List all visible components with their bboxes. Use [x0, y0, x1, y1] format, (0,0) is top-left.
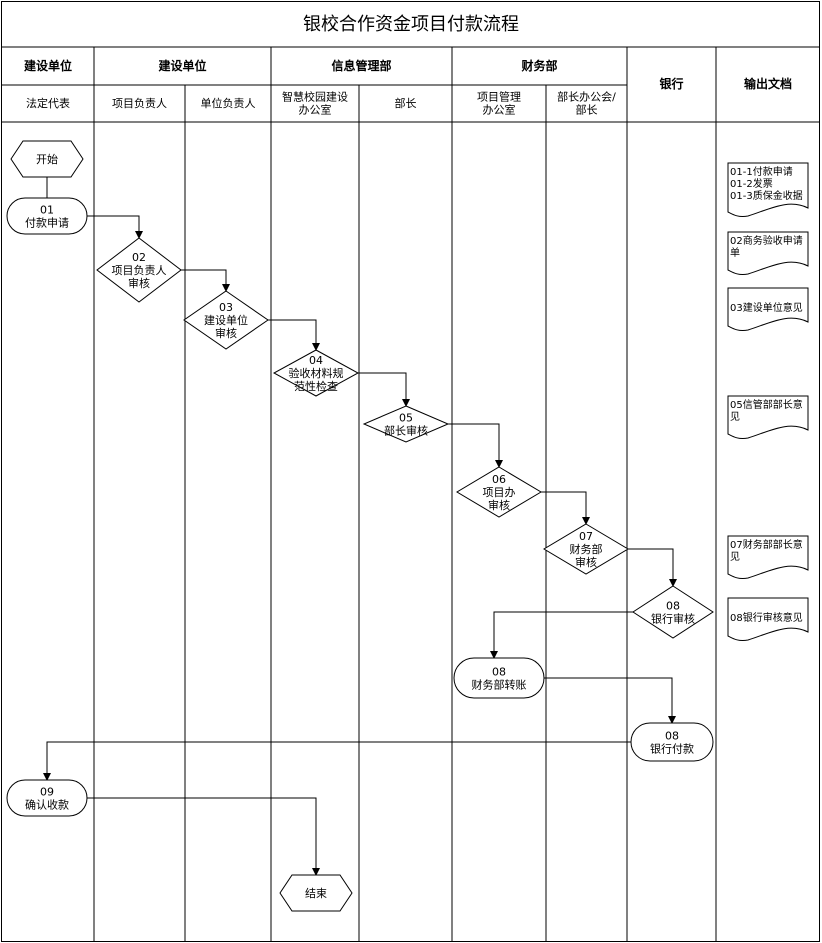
step-02-project-lead-review-label: 审核 [128, 276, 150, 290]
step-02-project-lead-review-label: 项目负责人 [112, 263, 167, 277]
step-08-bank-payment-label: 银行付款 [650, 742, 694, 756]
step-09-confirm-receipt [6, 779, 88, 817]
sub-lane-header: 部长 [395, 96, 417, 110]
document-label: 01-2发票 [730, 177, 773, 190]
connector-arrow [87, 797, 320, 876]
step-06-project-office-review-label: 审核 [488, 498, 510, 512]
connector-arrow [87, 215, 143, 239]
step-04-material-check [272, 349, 360, 397]
step-06-project-office-review [456, 466, 542, 518]
step-06-project-office-review-label: 项目办 [483, 486, 516, 499]
step-02-project-lead-review [96, 237, 182, 303]
step-01-payment-request-label: 01 [40, 204, 54, 217]
connector-arrow [541, 491, 590, 525]
step-07-finance-review-label: 07 [579, 530, 593, 543]
sub-lane-header: 办公室 [483, 103, 516, 117]
step-05-director-review-label: 部长审核 [384, 424, 428, 438]
output-document [727, 395, 809, 439]
step-09-confirm-receipt-label: 09 [40, 786, 54, 799]
connector-arrow [628, 548, 677, 587]
step-04-material-check-label: 范性检查 [294, 379, 338, 393]
output-document [727, 535, 809, 579]
step-01-payment-request-label: 付款申请 [25, 216, 69, 230]
step-08-finance-transfer-label: 08 [492, 666, 506, 679]
step-06-project-office-review-label: 06 [492, 473, 506, 486]
document-label: 01-3质保金收据 [730, 189, 803, 202]
step-09-confirm-receipt-label: 确认收款 [25, 798, 69, 812]
lane-header: 财务部 [520, 58, 557, 73]
document-label: 07财务部部长意 [730, 538, 803, 551]
lane-header: 输出文档 [744, 76, 792, 91]
sub-lane-header: 法定代表 [26, 96, 70, 110]
lane-header: 建设单位 [23, 58, 72, 73]
document-label: 08银行审核意见 [730, 611, 803, 624]
end-node-label: 结束 [305, 887, 327, 900]
step-08-bank-payment-label: 08 [665, 730, 679, 743]
document-label: 01-1付款申请 [730, 165, 793, 178]
document-label: 05信管部部长意 [730, 398, 803, 411]
document-label: 03建设单位意见 [730, 301, 803, 314]
step-03-unit-review [183, 290, 269, 350]
output-document [727, 162, 809, 217]
connector-arrow [544, 677, 676, 724]
document-label: 见 [730, 411, 740, 423]
sub-lane-header: 办公室 [299, 103, 332, 117]
connector-arrow [448, 423, 503, 468]
sub-lane-header: 部长 [576, 103, 598, 117]
step-05-director-review [362, 405, 450, 443]
step-07-finance-review-label: 审核 [575, 555, 597, 569]
step-07-finance-review-label: 财务部 [570, 542, 603, 556]
output-document [727, 231, 809, 275]
lane-header: 银行 [659, 76, 683, 91]
sub-lane-header: 部长办公会/ [557, 90, 616, 104]
document-label: 02商务验收申请 [730, 234, 803, 247]
step-02-project-lead-review-label: 02 [132, 251, 146, 264]
step-08-finance-transfer-label: 财务部转账 [472, 678, 527, 692]
connector-arrow [490, 611, 633, 659]
connector-arrow [358, 372, 410, 407]
sub-lane-header: 项目负责人 [112, 96, 167, 110]
sub-lane-header: 单位负责人 [201, 96, 256, 110]
step-03-unit-review-label: 03 [219, 301, 233, 314]
output-document [727, 597, 809, 641]
step-08-finance-transfer [453, 657, 545, 699]
step-03-unit-review-label: 审核 [215, 326, 237, 340]
step-03-unit-review-label: 建设单位 [204, 313, 248, 327]
step-08-bank-review [632, 585, 714, 639]
step-04-material-check-label: 04 [309, 354, 323, 367]
step-07-finance-review [543, 523, 629, 575]
connector-arrow [268, 319, 320, 351]
output-document [727, 287, 809, 331]
lane-header: 建设单位 [157, 58, 206, 73]
step-08-bank-payment [630, 722, 714, 762]
step-08-bank-review-label: 08 [666, 600, 680, 613]
document-label: 见 [730, 551, 740, 563]
connector-arrow [181, 269, 230, 292]
sub-lane-header: 项目管理 [477, 90, 521, 104]
start-node [10, 140, 84, 178]
step-05-director-review-label: 05 [399, 412, 413, 425]
step-04-material-check-label: 验收材料规 [289, 366, 344, 380]
start-node-label: 开始 [36, 152, 58, 166]
sub-lane-header: 智慧校园建设 [282, 90, 348, 104]
page-title: 银校合作资金项目付款流程 [303, 14, 519, 35]
step-01-payment-request [6, 197, 88, 235]
end-node [279, 874, 353, 912]
document-label: 单 [730, 247, 740, 259]
lane-header: 信息管理部 [331, 58, 391, 73]
connector-arrow [43, 741, 631, 781]
step-08-bank-review-label: 银行审核 [651, 612, 695, 626]
